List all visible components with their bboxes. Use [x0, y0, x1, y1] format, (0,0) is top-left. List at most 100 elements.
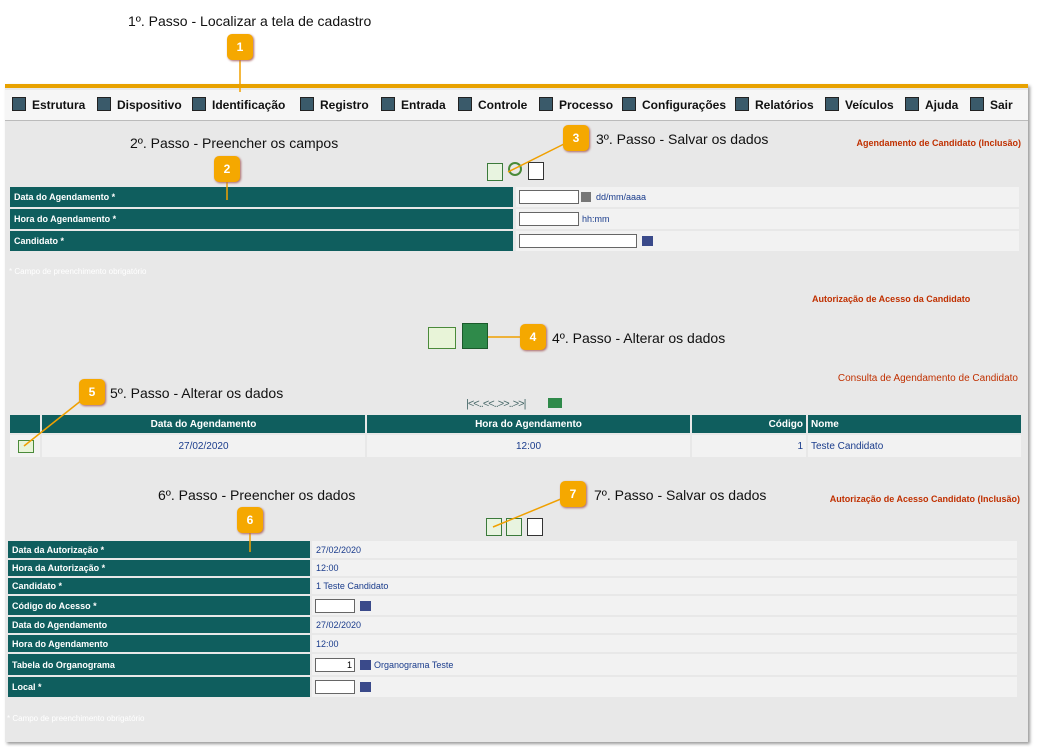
callout: 5 [79, 379, 105, 405]
text-input[interactable] [519, 234, 637, 248]
menu-icon[interactable] [539, 97, 553, 111]
field-cell: 27/02/2020 [312, 617, 1017, 633]
field-label: Hora do Agendamento * [10, 209, 513, 229]
step-text: 6º. Passo - Preencher os dados [158, 487, 356, 503]
menu-icon[interactable] [97, 97, 111, 111]
required-note: * Campo de preenchimento obrigatório [9, 267, 147, 276]
menu-icon[interactable] [735, 97, 749, 111]
field-cell: 27/02/2020 [312, 541, 1017, 558]
field-label: Local * [8, 677, 310, 697]
menu-item[interactable]: Controle [478, 98, 528, 112]
text-input[interactable] [315, 598, 355, 613]
step-text: 3º. Passo - Salvar os dados [596, 131, 769, 147]
callout: 4 [520, 324, 546, 350]
table-header [10, 415, 40, 433]
section-title: Agendamento de Candidato (Inclusão) [856, 138, 1021, 148]
menu-icon[interactable] [458, 97, 472, 111]
menu-item[interactable]: Ajuda [925, 98, 959, 112]
menu-item[interactable]: Dispositivo [117, 98, 182, 112]
field-label: Hora do Agendamento [8, 635, 310, 652]
menu-item[interactable]: Registro [320, 98, 369, 112]
section-title: Consulta de Agendamento de Candidato [837, 373, 1018, 384]
table-header: Data do Agendamento [42, 415, 365, 433]
callout: 1 [227, 34, 253, 60]
field-label: Hora da Autorização * [8, 560, 310, 576]
menu-icon[interactable] [192, 97, 206, 111]
menu-bar [5, 90, 1028, 121]
help-icon[interactable] [528, 162, 544, 180]
menu-item[interactable]: Identificação [212, 98, 286, 112]
table-cell: 27/02/2020 [42, 435, 365, 457]
field-hint: hh:mm [582, 214, 610, 224]
callout: 3 [563, 125, 589, 151]
lookup-icon[interactable] [642, 236, 653, 246]
field-cell: 12:00 [312, 635, 1017, 652]
field-cell [516, 187, 1019, 207]
callout: 7 [560, 481, 586, 507]
menu-icon[interactable] [970, 97, 984, 111]
search-icon[interactable] [508, 162, 522, 176]
text-input[interactable] [315, 680, 355, 694]
field-cell: 12:00 [312, 560, 1017, 576]
menu-icon[interactable] [905, 97, 919, 111]
table-cell: 12:00 [367, 435, 690, 457]
menu-icon[interactable] [300, 97, 314, 111]
callout: 6 [237, 507, 263, 533]
menu-item[interactable]: Entrada [401, 98, 446, 112]
menu-icon[interactable] [381, 97, 395, 111]
menu-item[interactable]: Veículos [845, 98, 894, 112]
menu-icon[interactable] [12, 97, 26, 111]
step-text: 5º. Passo - Alterar os dados [110, 385, 284, 401]
field-label: Tabela do Organograma [8, 654, 310, 675]
filter-icon[interactable] [548, 398, 562, 408]
section-title: Autorização de Acesso da Candidato [812, 294, 971, 304]
step-text: 1º. Passo - Localizar a tela de cadastro [128, 13, 372, 29]
section-title: Autorização de Acesso Candidato (Inclusã… [829, 494, 1020, 504]
text-input[interactable] [519, 212, 579, 226]
menu-item[interactable]: Estrutura [32, 98, 86, 112]
save-icon[interactable] [487, 163, 503, 181]
lookup-icon[interactable] [360, 600, 371, 611]
menu-item[interactable]: Processo [559, 98, 614, 112]
edit-icon[interactable] [18, 440, 34, 453]
lookup-icon[interactable] [360, 659, 371, 670]
table-header: Nome [808, 415, 1021, 433]
menu-icon[interactable] [622, 97, 636, 111]
field-label: Data da Autorização * [8, 541, 310, 558]
field-cell [312, 677, 1017, 697]
text-input[interactable]: 1 [315, 657, 355, 672]
table-header: Hora do Agendamento [367, 415, 690, 433]
callout: 2 [214, 156, 240, 182]
menu-item[interactable]: Configurações [642, 98, 727, 112]
field-label: Candidato * [8, 578, 310, 594]
text-input[interactable] [519, 190, 579, 204]
field-cell [312, 596, 1017, 615]
sheet-icon[interactable] [462, 323, 488, 349]
field-cell [516, 231, 1019, 251]
field-value: Organograma Teste [374, 659, 454, 670]
field-hint: dd/mm/aaaa [596, 192, 647, 202]
table-cell[interactable]: Teste Candidato [808, 435, 1021, 457]
menu-item[interactable]: Sair [990, 98, 1013, 112]
menu-icon[interactable] [825, 97, 839, 111]
lookup-icon[interactable] [360, 682, 371, 692]
folder-icon[interactable] [428, 327, 456, 349]
field-cell [312, 654, 1017, 675]
field-label: Candidato * [10, 231, 513, 251]
field-label: Data do Agendamento * [10, 187, 513, 207]
required-note: * Campo de preenchimento obrigatório [7, 714, 145, 723]
field-cell: 1 Teste Candidato [312, 578, 1017, 594]
menu-item[interactable]: Relatórios [755, 98, 814, 112]
step-text: 7º. Passo - Salvar os dados [594, 487, 767, 503]
field-label: Data do Agendamento [8, 617, 310, 633]
help-icon[interactable] [527, 518, 543, 536]
table-header: Código [692, 415, 806, 433]
pager[interactable]: |<<..<<..>>..>>| [466, 398, 526, 410]
table-cell: 1 [692, 435, 806, 457]
calendar-icon[interactable] [581, 192, 591, 202]
step-text: 2º. Passo - Preencher os campos [130, 135, 339, 151]
field-cell [516, 209, 1019, 229]
field-label: Código do Acesso * [8, 596, 310, 615]
